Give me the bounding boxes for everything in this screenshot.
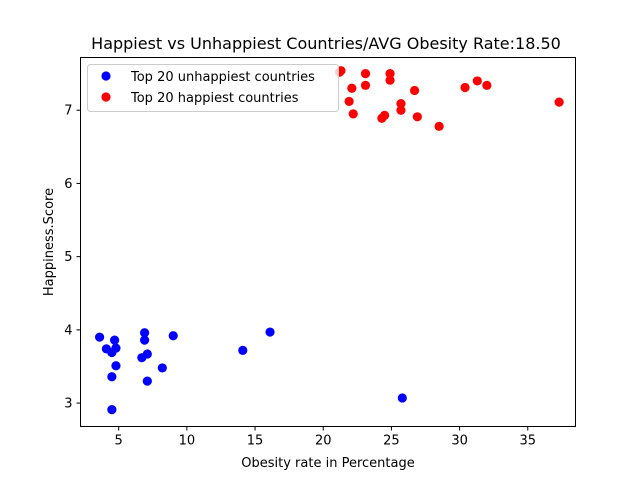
y-tick-label: 6 xyxy=(64,177,72,192)
data-point-happiest xyxy=(434,121,444,131)
data-point-unhappiest xyxy=(397,393,407,403)
data-point-happiest xyxy=(396,99,406,109)
legend-box xyxy=(87,64,339,112)
data-point-happiest xyxy=(409,85,420,96)
y-axis-label: Happiness.Score xyxy=(42,188,57,296)
y-tick-label: 5 xyxy=(64,250,72,265)
x-axis-ticks: 5 10 15 20 25 30 35 xyxy=(115,426,536,449)
x-tick-label: 20 xyxy=(315,434,332,449)
legend-label-happiest: Top 20 happiest countries xyxy=(130,91,299,106)
legend-marker-happiest xyxy=(101,92,111,102)
y-axis-ticks: 3 4 5 6 7 xyxy=(64,104,81,412)
data-point-unhappiest xyxy=(107,405,117,415)
data-point-happiest xyxy=(554,97,564,107)
data-points xyxy=(94,66,564,415)
data-point-unhappiest xyxy=(157,363,167,373)
data-point-unhappiest xyxy=(139,328,150,338)
data-point-happiest xyxy=(482,80,492,90)
data-point-unhappiest xyxy=(265,327,275,337)
data-point-unhappiest xyxy=(94,332,105,342)
data-point-unhappiest xyxy=(139,335,150,345)
legend-label-unhappiest: Top 20 unhappiest countries xyxy=(130,70,315,85)
data-point-unhappiest xyxy=(238,345,248,355)
data-point-happiest xyxy=(347,83,357,93)
data-point-happiest xyxy=(412,112,422,122)
x-tick-label: 10 xyxy=(179,434,196,449)
data-point-happiest xyxy=(360,80,371,90)
legend-marker-unhappiest xyxy=(101,71,111,81)
x-axis-label: Obesity rate in Percentage xyxy=(241,456,414,471)
x-tick-label: 15 xyxy=(247,434,264,449)
x-tick-label: 30 xyxy=(451,434,468,449)
data-point-happiest xyxy=(348,109,358,119)
data-point-happiest xyxy=(460,82,470,93)
data-point-happiest xyxy=(396,105,406,115)
data-point-happiest xyxy=(385,75,395,85)
data-point-happiest xyxy=(360,69,371,79)
y-tick-label: 7 xyxy=(64,104,72,119)
data-point-unhappiest xyxy=(142,349,152,359)
x-tick-label: 25 xyxy=(383,434,400,449)
data-point-unhappiest xyxy=(107,372,117,382)
y-tick-label: 4 xyxy=(64,323,72,338)
data-point-unhappiest xyxy=(142,376,152,386)
data-point-unhappiest xyxy=(111,343,121,353)
data-point-happiest xyxy=(379,110,390,120)
legend: Top 20 unhappiest countries Top 20 happi… xyxy=(87,64,339,112)
data-point-happiest xyxy=(385,69,395,79)
data-point-unhappiest xyxy=(111,361,121,371)
chart-title: Happiest vs Unhappiest Countries/AVG Obe… xyxy=(91,34,561,53)
data-point-happiest xyxy=(344,96,354,107)
x-tick-label: 5 xyxy=(115,434,123,449)
data-point-happiest xyxy=(472,76,482,86)
y-tick-label: 3 xyxy=(64,397,72,412)
data-point-unhappiest xyxy=(109,335,120,345)
plot-area xyxy=(80,57,576,427)
x-tick-label: 35 xyxy=(519,434,536,449)
data-point-unhappiest xyxy=(168,331,178,341)
